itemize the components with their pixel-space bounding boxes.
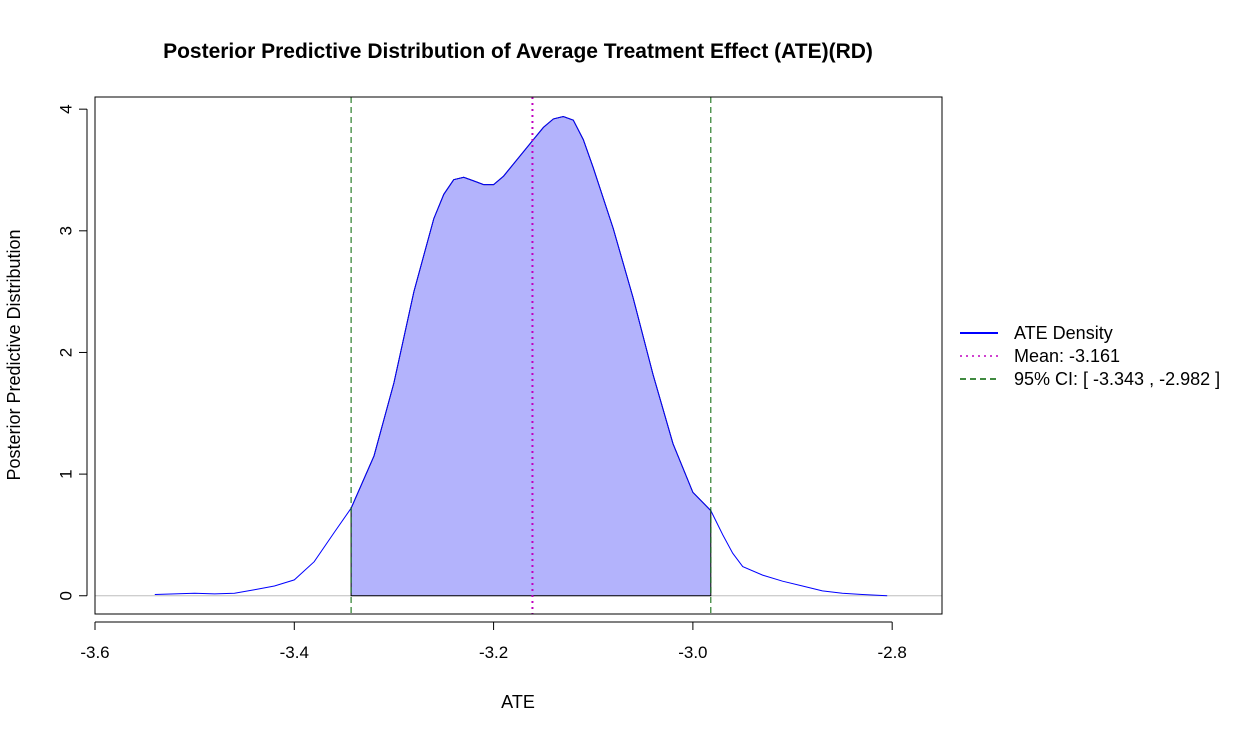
x-tick-label: -3.6 [80,643,109,662]
plot-area [95,97,942,614]
y-tick-label: 2 [57,348,76,357]
density-curve [154,115,888,597]
y-axis: 0 1 2 3 4 [57,104,88,600]
ci-shaded-area [350,115,712,597]
legend-label: 95% CI: [ -3.343 , -2.982 ] [1014,369,1220,389]
plot-frame [94,96,943,615]
y-tick-label: 1 [57,469,76,478]
x-tick-label: -2.8 [878,643,907,662]
y-axis-label: Posterior Predictive Distribution [4,229,24,480]
legend-label: ATE Density [1014,323,1113,343]
chart-title: Posterior Predictive Distribution of Ave… [163,40,873,63]
x-tick-label: -3.4 [280,643,309,662]
x-axis-label: ATE [501,692,535,712]
x-tick-label: -3.0 [678,643,707,662]
legend: ATE Density Mean: -3.161 95% CI: [ -3.343 … [960,323,1220,389]
y-tick-label: 3 [57,226,76,235]
x-tick-label: -3.2 [479,643,508,662]
x-axis: -3.6 -3.4 -3.2 -3.0 -2.8 [80,621,907,662]
y-tick-label: 0 [57,591,76,600]
legend-label: Mean: -3.161 [1014,346,1120,366]
y-tick-label: 4 [57,104,76,113]
